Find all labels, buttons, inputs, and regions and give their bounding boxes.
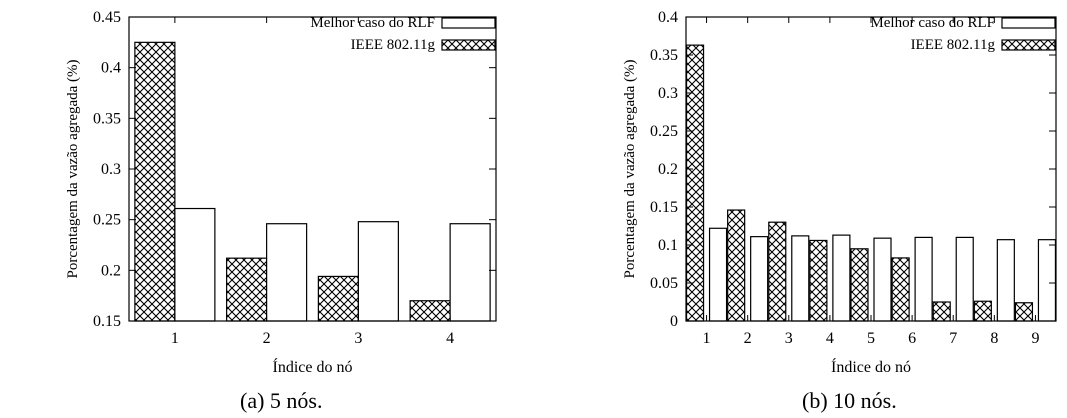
y-tick-label: 0 (670, 313, 678, 330)
x-tick-label: 2 (263, 330, 271, 347)
bar-ieee-80211g-4 (809, 239, 828, 322)
bar-rlf-best-7 (955, 236, 974, 322)
bar-rlf-best-5 (873, 237, 892, 322)
legend-label: IEEE 802.11g (911, 37, 996, 53)
y-tick-label: 0.4 (101, 60, 121, 77)
x-tick-label: 7 (949, 330, 957, 347)
bar-ieee-80211g-3 (317, 275, 359, 322)
bar-rlf-best-3 (357, 221, 399, 322)
bar-rlf-best-8 (996, 239, 1015, 322)
y-tick-label: 0.25 (650, 123, 678, 140)
chart-b: 1 2 3 4 5 6 7 8 9 0 0.05 0.1 0.15 0.2 0.25 0.3 0.35 0.4 Ín… (622, 9, 1057, 376)
bar-ieee-80211g-5 (850, 248, 869, 322)
y-tick-label: 0.2 (101, 262, 121, 279)
bar-ieee-80211g-2 (727, 209, 746, 322)
legend-label: IEEE 802.11g (351, 37, 436, 53)
bar-rlf-best-9 (1037, 239, 1057, 322)
x-tick-label: 6 (908, 330, 916, 347)
y-tick-label: 0.45 (93, 9, 121, 26)
y-tick-label: 0.3 (101, 161, 121, 178)
chart-b-caption: (b) 10 nós. (802, 388, 897, 413)
bar-rlf-best-4 (449, 223, 491, 322)
bar-rlf-best-6 (914, 236, 933, 322)
bar-ieee-80211g-3 (768, 221, 787, 322)
bar-ieee-80211g-2 (226, 257, 268, 322)
legend-label: Melhor caso do RLF (310, 15, 435, 31)
bar-ieee-80211g-1 (685, 44, 705, 322)
y-tick-label: 0.25 (93, 212, 121, 229)
x-axis-label: Índice do nó (831, 357, 911, 376)
x-tick-label: 2 (744, 330, 752, 347)
bar-rlf-best-1 (174, 207, 216, 322)
y-tick-label: 0.15 (650, 199, 678, 216)
y-tick-label: 0.3 (658, 85, 678, 102)
chart-a-caption: (a) 5 nós. (240, 388, 323, 413)
bar-ieee-80211g-4 (409, 300, 451, 322)
y-axis-label: Porcentagem da vazão agregada (%) (65, 59, 81, 278)
y-tick-label: 0.15 (93, 313, 121, 330)
legend-swatch (441, 39, 496, 51)
bar-ieee-80211g-8 (973, 300, 992, 322)
y-tick-label: 0.35 (650, 47, 678, 64)
bar-ieee-80211g-7 (932, 301, 951, 322)
x-tick-label: 1 (171, 330, 179, 347)
legend-swatch (1001, 39, 1056, 51)
bar-ieee-80211g-1 (134, 41, 176, 322)
legend-swatch (441, 17, 496, 29)
y-tick-label: 0.1 (658, 237, 678, 254)
x-tick-label: 9 (1031, 330, 1039, 347)
x-axis-label: Índice do nó (273, 357, 353, 376)
legend-swatch (1001, 17, 1056, 29)
x-tick-label: 5 (867, 330, 875, 347)
bar-ieee-80211g-9 (1014, 302, 1034, 322)
bar-rlf-best-1 (708, 227, 728, 322)
chart-a: 1 2 3 4 0.15 0.2 0.25 0.3 0.35 0.4 0.45 Índice do n… (65, 9, 497, 376)
bar-rlf-best-2 (750, 236, 769, 322)
bar-rlf-best-2 (266, 223, 308, 322)
y-tick-label: 0.4 (658, 9, 678, 26)
y-tick-label: 0.05 (650, 275, 678, 292)
y-tick-label: 0.2 (658, 161, 678, 178)
legend-label: Melhor caso do RLF (870, 15, 995, 31)
y-tick-label: 0.35 (93, 110, 121, 127)
x-tick-label: 4 (446, 330, 454, 347)
x-tick-label: 3 (785, 330, 793, 347)
x-tick-label: 1 (703, 330, 711, 347)
x-tick-label: 4 (826, 330, 834, 347)
x-tick-label: 8 (990, 330, 998, 347)
bar-rlf-best-4 (832, 234, 851, 322)
bar-rlf-best-3 (791, 235, 810, 322)
x-tick-label: 3 (354, 330, 362, 347)
bar-ieee-80211g-6 (891, 257, 910, 322)
y-axis-label: Porcentagem da vazão agregada (%) (622, 59, 638, 278)
